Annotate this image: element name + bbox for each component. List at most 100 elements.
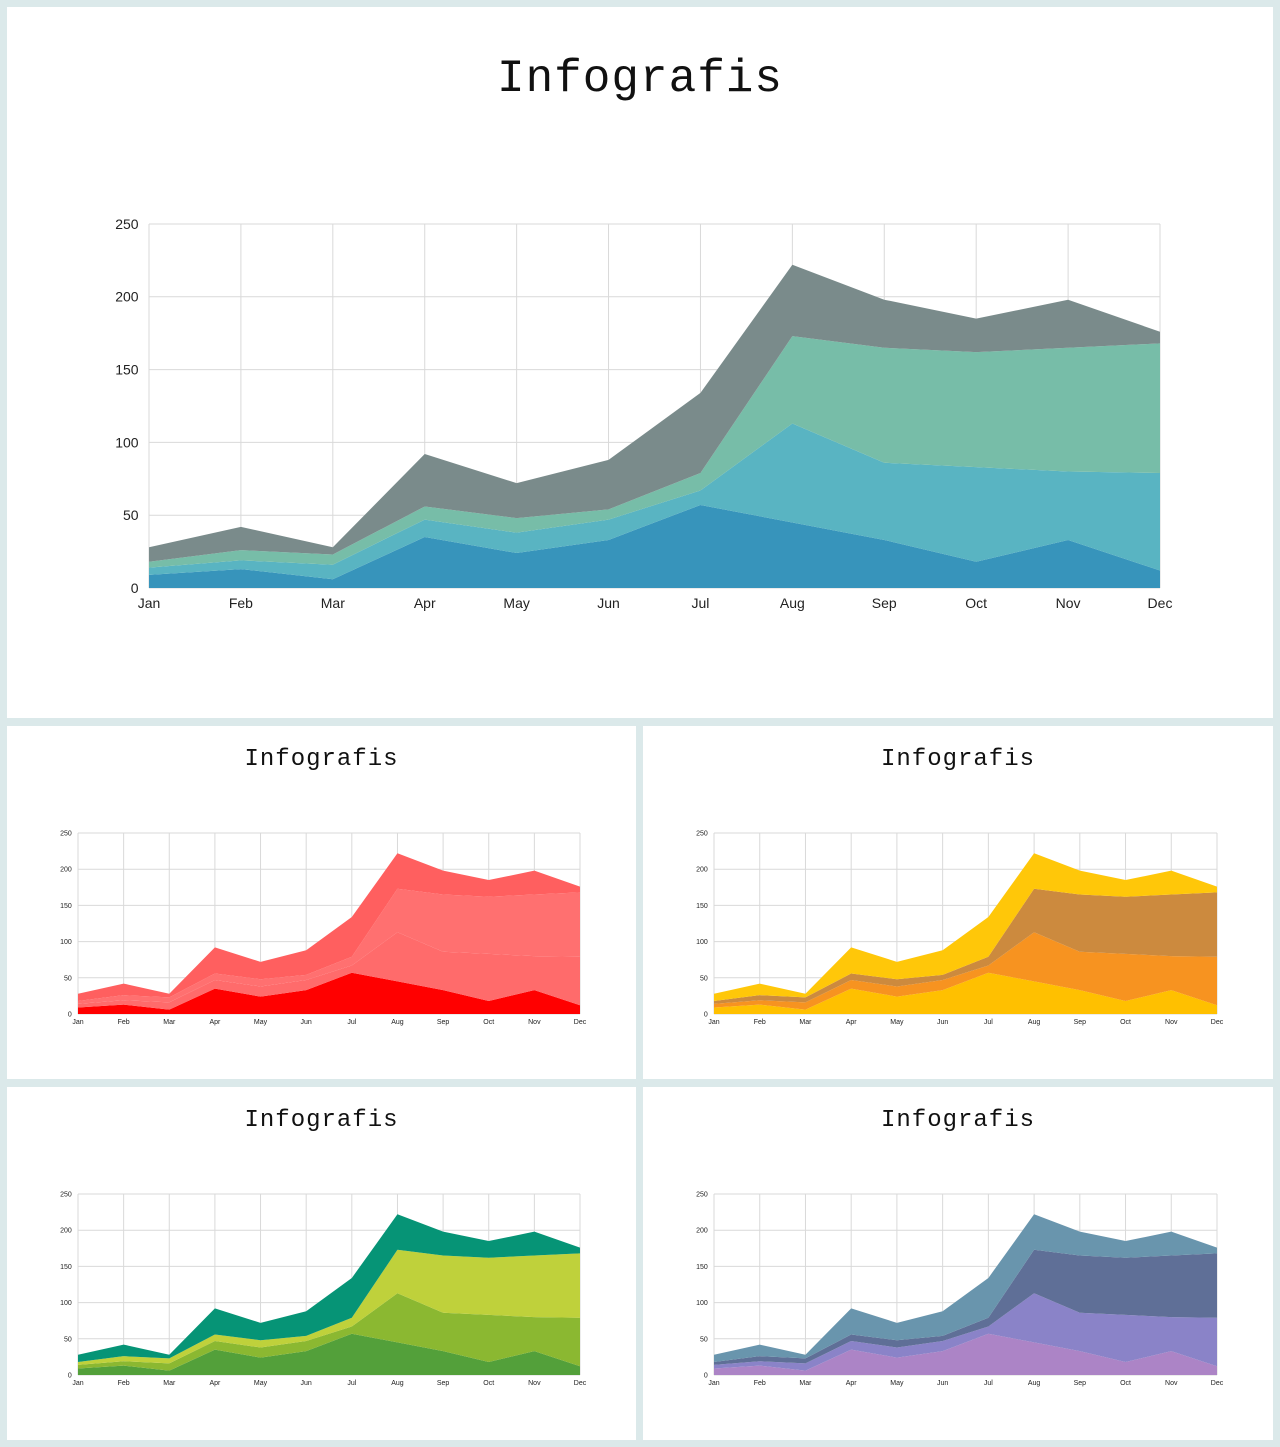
area-chart-purple: 0 50 100 150 200 250 Jan Feb Mar Apr May Jun Jul Aug S…: [696, 1191, 1224, 1387]
area-series-4: [78, 1214, 580, 1362]
chart-title: Infografis: [880, 746, 1036, 773]
area-series-1: [149, 505, 1160, 588]
x-tick-label: Nov: [1165, 1019, 1178, 1026]
x-tick-label: Nov: [1056, 595, 1081, 611]
x-tick-label: Mar: [799, 1019, 812, 1026]
x-tick-label: Aug: [391, 1380, 404, 1387]
slide-red: Infografis 0 50 100 150 200 250 Jan Feb Mar Apr Ma…: [7, 726, 636, 1079]
x-tick-label: Jan: [138, 595, 161, 611]
area-chart-red: 0 50 100 150 200 250 Jan Feb Mar Apr May Jun Jul Aug S…: [60, 830, 587, 1026]
slide-orange: Infografis 0 50 100 150 200 250 Jan Feb Mar Apr Ma…: [643, 726, 1273, 1079]
x-tick-label: Jun: [301, 1019, 312, 1026]
x-tick-label: Oct: [1120, 1019, 1131, 1026]
x-tick-label: Aug: [1028, 1380, 1041, 1387]
y-tick-label: 100: [115, 434, 139, 450]
chart-title: Infografis: [496, 53, 784, 105]
x-tick-label: Jun: [937, 1019, 948, 1026]
chart-title: Infografis: [244, 746, 399, 773]
y-tick-label: 150: [60, 1264, 72, 1271]
y-tick-label: 200: [60, 867, 72, 874]
x-tick-label: Jun: [937, 1380, 948, 1387]
x-tick-label: Jul: [347, 1380, 356, 1387]
x-tick-label: Aug: [780, 595, 805, 611]
y-tick-label: 150: [696, 903, 708, 910]
y-tick-label: 250: [60, 1191, 72, 1198]
x-tick-label: Feb: [118, 1019, 130, 1026]
x-tick-label: Jul: [984, 1019, 993, 1026]
x-tick-label: Apr: [209, 1380, 221, 1387]
y-tick-label: 0: [131, 580, 139, 596]
y-tick-label: 0: [68, 1011, 72, 1018]
x-tick-label: Apr: [846, 1380, 858, 1387]
y-tick-label: 100: [696, 939, 708, 946]
y-tick-label: 100: [696, 1300, 708, 1307]
x-tick-label: May: [890, 1019, 904, 1026]
y-tick-label: 200: [696, 867, 708, 874]
x-tick-label: May: [254, 1380, 268, 1387]
x-tick-label: Dec: [1148, 595, 1173, 611]
area-series-4: [714, 853, 1217, 1001]
x-tick-label: Jul: [984, 1380, 993, 1387]
slide-green: Infografis 0 50 100 150 200 250 Jan Feb Mar Apr Ma…: [7, 1087, 636, 1440]
area-chart-green: 0 50 100 150 200 250 Jan Feb Mar Apr May Jun Jul Aug S…: [60, 1191, 587, 1387]
y-tick-label: 250: [696, 830, 708, 837]
x-tick-label: Nov: [528, 1019, 541, 1026]
y-tick-label: 50: [700, 975, 708, 982]
x-tick-label: Dec: [574, 1380, 587, 1387]
x-tick-label: Mar: [799, 1380, 812, 1387]
x-tick-label: Jun: [301, 1380, 312, 1387]
y-tick-label: 100: [60, 1300, 72, 1307]
area-series-4: [714, 1214, 1217, 1362]
x-tick-label: Jan: [708, 1019, 719, 1026]
area-series-2: [714, 1293, 1217, 1371]
y-tick-label: 50: [123, 507, 139, 523]
x-tick-label: Apr: [846, 1019, 858, 1026]
x-tick-label: Dec: [1211, 1019, 1224, 1026]
x-tick-label: May: [254, 1019, 268, 1026]
y-tick-label: 200: [115, 289, 139, 305]
x-tick-label: Feb: [754, 1019, 766, 1026]
chart-title: Infografis: [244, 1107, 399, 1134]
x-tick-label: Mar: [163, 1019, 176, 1026]
y-tick-label: 150: [115, 362, 139, 378]
area-series-1: [714, 972, 1217, 1014]
area-series-1: [78, 1333, 580, 1375]
x-tick-label: Dec: [574, 1019, 587, 1026]
x-tick-label: Jun: [597, 595, 620, 611]
slide-main: Infografis 0 50 100 150 200 250 Jan Feb Mar Apr Ma…: [7, 7, 1273, 718]
area-series-3: [78, 1249, 580, 1365]
area-series-3: [714, 1249, 1217, 1365]
y-tick-label: 50: [64, 1336, 72, 1343]
y-tick-label: 0: [704, 1011, 708, 1018]
x-tick-label: Mar: [163, 1380, 176, 1387]
x-tick-label: Jan: [708, 1380, 719, 1387]
x-tick-label: Nov: [528, 1380, 541, 1387]
x-tick-label: Oct: [483, 1380, 494, 1387]
x-tick-label: Oct: [1120, 1380, 1131, 1387]
x-tick-label: Dec: [1211, 1380, 1224, 1387]
y-tick-label: 0: [704, 1372, 708, 1379]
area-series-2: [149, 423, 1160, 580]
y-tick-label: 250: [696, 1191, 708, 1198]
x-tick-label: Aug: [1028, 1019, 1041, 1026]
area-chart-teal: 0 50 100 150 200 250 Jan Feb Mar Apr May Jun Jul Aug S…: [115, 216, 1173, 611]
y-tick-label: 200: [60, 1228, 72, 1235]
x-tick-label: Feb: [754, 1380, 766, 1387]
area-series-2: [714, 932, 1217, 1010]
x-tick-label: Apr: [209, 1019, 221, 1026]
y-tick-label: 200: [696, 1228, 708, 1235]
area-series-2: [78, 932, 580, 1010]
area-series-4: [149, 264, 1160, 562]
y-tick-label: 250: [115, 216, 139, 232]
area-series-3: [149, 336, 1160, 568]
area-series-3: [714, 888, 1217, 1004]
x-tick-label: Jul: [692, 595, 710, 611]
y-tick-label: 150: [60, 903, 72, 910]
chart-title: Infografis: [880, 1107, 1036, 1134]
x-tick-label: Jan: [72, 1019, 83, 1026]
area-series-3: [78, 888, 580, 1004]
y-tick-label: 150: [696, 1264, 708, 1271]
x-tick-label: Sep: [1074, 1019, 1087, 1026]
x-tick-label: Sep: [1074, 1380, 1087, 1387]
x-tick-label: Oct: [965, 595, 987, 611]
